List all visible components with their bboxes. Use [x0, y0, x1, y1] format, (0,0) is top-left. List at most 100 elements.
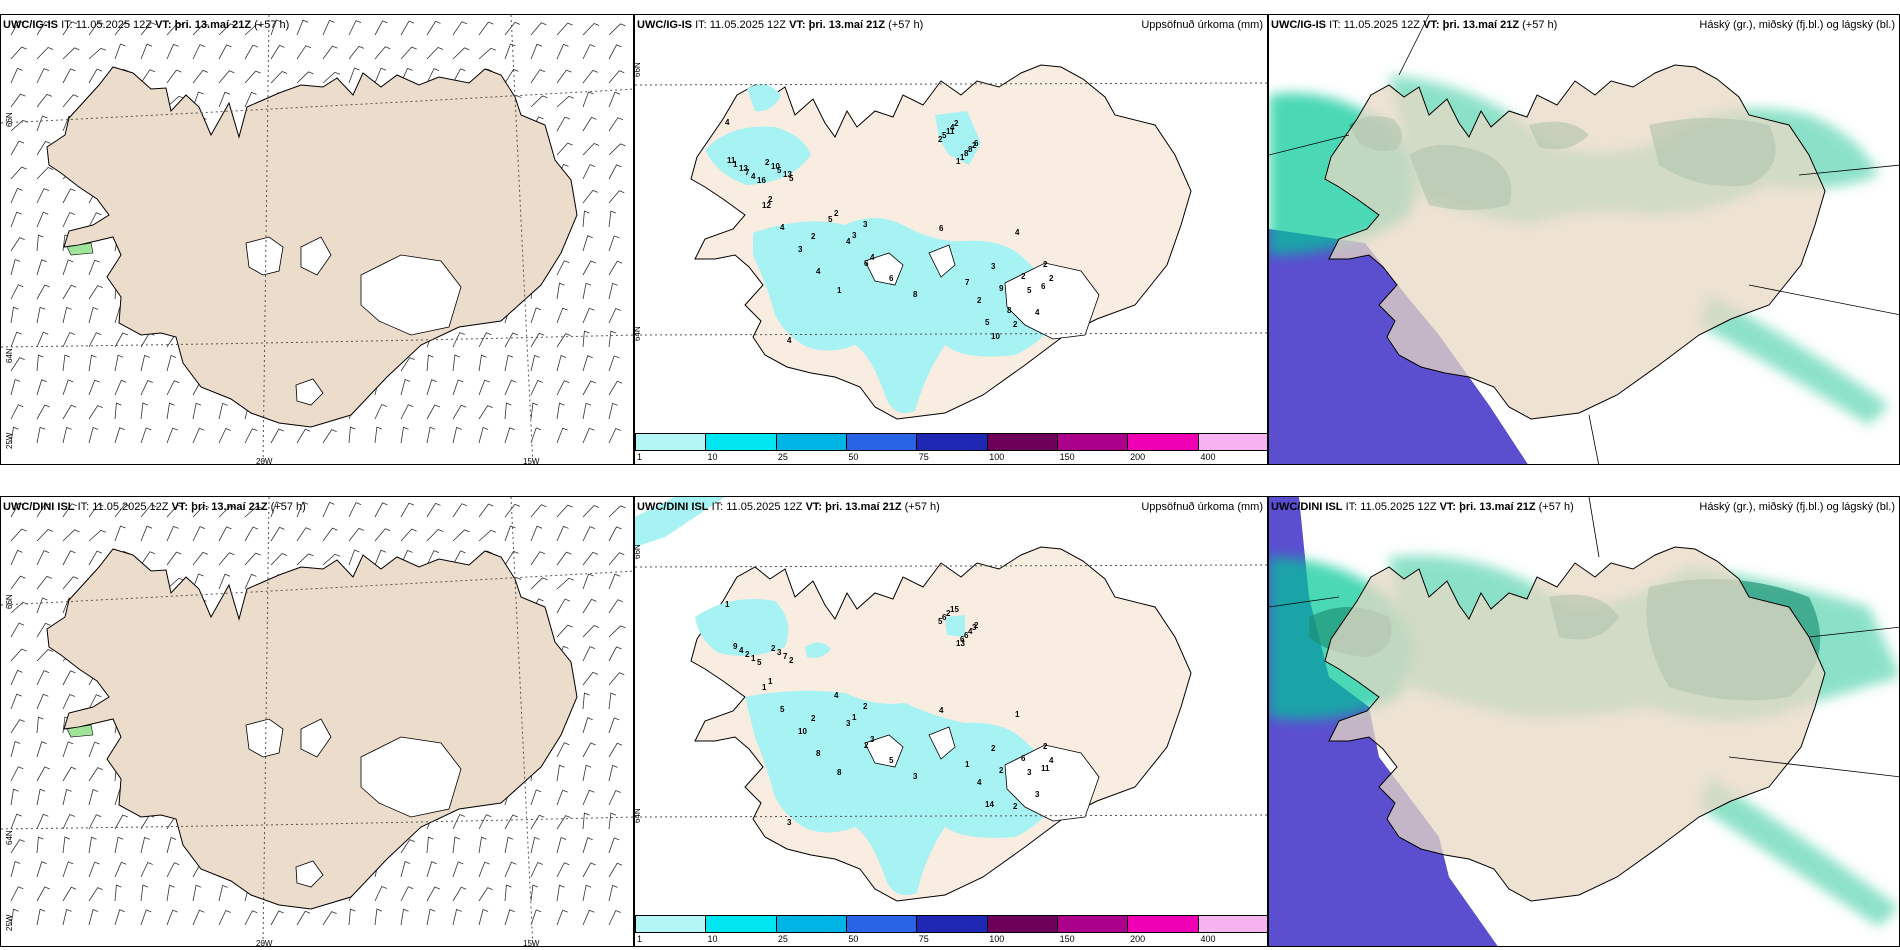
precip-value-label: 4	[846, 237, 851, 246]
wind-barb	[62, 379, 74, 396]
wind-barb	[608, 164, 622, 180]
precip-value-label: 2	[834, 209, 839, 218]
wind-barb	[348, 20, 362, 36]
panel-bottom-wind: UWC/DINI ISL IT: 11.05.2025 12Z VT: þri.…	[0, 496, 634, 947]
colorbar-tick: 200	[1130, 934, 1146, 944]
wind-barb	[530, 551, 546, 566]
wind-barb	[530, 427, 542, 444]
wind-barb	[88, 529, 107, 542]
wind-barb	[114, 402, 122, 420]
wind-barb	[348, 426, 356, 444]
wind-barb	[192, 551, 209, 566]
lat-label-64-right: 64N	[634, 326, 642, 341]
wind-barb	[556, 764, 565, 782]
wind-barb	[10, 46, 27, 60]
it-value: 11.05.2025 12Z	[709, 19, 786, 31]
wind-barb	[374, 426, 383, 444]
wind-barb	[166, 380, 180, 396]
wind-barb	[322, 501, 335, 518]
it-label: IT:	[1329, 19, 1341, 31]
wind-barb	[608, 91, 621, 108]
wind-barb	[36, 93, 53, 108]
precip-value-label: 4	[816, 267, 821, 276]
wind-barb	[140, 379, 153, 396]
precip-value-label: 3	[991, 262, 996, 271]
wind-barb	[530, 22, 547, 36]
wind-barb	[140, 525, 153, 542]
wind-barb	[322, 553, 341, 566]
wind-barb	[88, 285, 103, 300]
wind-barb	[36, 306, 46, 324]
wind-barb	[582, 812, 590, 830]
wind-barb	[452, 503, 468, 518]
wind-barb	[556, 525, 569, 542]
colorbar-segment	[917, 434, 988, 450]
precip-value-label: 2	[954, 119, 959, 128]
wind-map	[1, 15, 633, 464]
wind-barb	[36, 693, 49, 710]
precip-value-label: 1	[725, 600, 730, 609]
wind-barb	[530, 577, 548, 590]
wind-barb	[426, 550, 440, 566]
wind-barb	[62, 813, 75, 830]
precip-value-label: 5	[938, 617, 943, 626]
precip-area	[747, 84, 781, 112]
wind-barb	[582, 598, 597, 614]
wind-barb	[88, 212, 102, 228]
wind-barb	[608, 23, 626, 36]
wind-barb	[10, 669, 23, 686]
wind-barb	[348, 502, 362, 518]
wind-barb	[10, 886, 24, 902]
wind-barb	[556, 884, 565, 902]
precip-value-label: 6	[974, 139, 979, 148]
wind-barb	[270, 428, 284, 444]
wind-barb	[452, 379, 464, 396]
wind-barb	[62, 741, 74, 758]
it-label: IT:	[711, 501, 724, 513]
wind-barb	[556, 142, 573, 156]
precip-value-label: 5	[942, 131, 947, 140]
wind-barb	[608, 427, 621, 444]
wind-barb	[114, 354, 124, 372]
colorbar-segment	[1057, 434, 1129, 450]
wind-barb	[192, 402, 202, 420]
wind-barb	[608, 789, 621, 806]
precip-value-label: 6	[1041, 282, 1046, 291]
wind-barb	[270, 910, 284, 926]
lead-time: (+57 h)	[254, 19, 290, 31]
wind-barb	[530, 354, 540, 372]
colorbar-segment	[776, 916, 847, 932]
wind-barb	[192, 427, 205, 444]
precip-value-label: 7	[783, 652, 788, 661]
precip-value-label: 10	[991, 332, 1000, 341]
wind-barb	[400, 378, 411, 396]
colorbar-segment	[1057, 916, 1129, 932]
wind-barb	[36, 502, 51, 518]
wind-barb	[608, 717, 620, 734]
wind-barb	[530, 836, 540, 854]
wind-barb	[244, 428, 258, 444]
precip-value-label: 2	[1021, 272, 1026, 281]
wind-barb	[62, 861, 74, 878]
lon-line-20	[262, 497, 270, 946]
wind-barb	[478, 426, 489, 444]
wind-barb	[322, 429, 337, 444]
precip-value-label: 2	[972, 141, 977, 150]
wind-barb	[582, 330, 590, 348]
wind-barb	[322, 911, 337, 926]
wind-barb	[10, 693, 22, 710]
wind-barb	[608, 526, 622, 542]
header-bottom-cloud: UWC/DINI ISL IT: 11.05.2025 12Z VT: þri.…	[1271, 501, 1574, 513]
precip-value-label: 4	[725, 118, 730, 127]
precip-area	[745, 690, 1065, 895]
precip-value-label: 3	[798, 245, 803, 254]
wind-barb	[582, 260, 596, 276]
it-label: IT:	[77, 501, 90, 513]
wind-barb	[36, 284, 50, 300]
wind-barb	[426, 68, 440, 84]
wind-barb	[296, 527, 312, 542]
wind-barb	[36, 788, 46, 806]
wind-barb	[114, 43, 126, 60]
wind-barb	[608, 330, 617, 348]
wind-barb	[10, 860, 21, 878]
